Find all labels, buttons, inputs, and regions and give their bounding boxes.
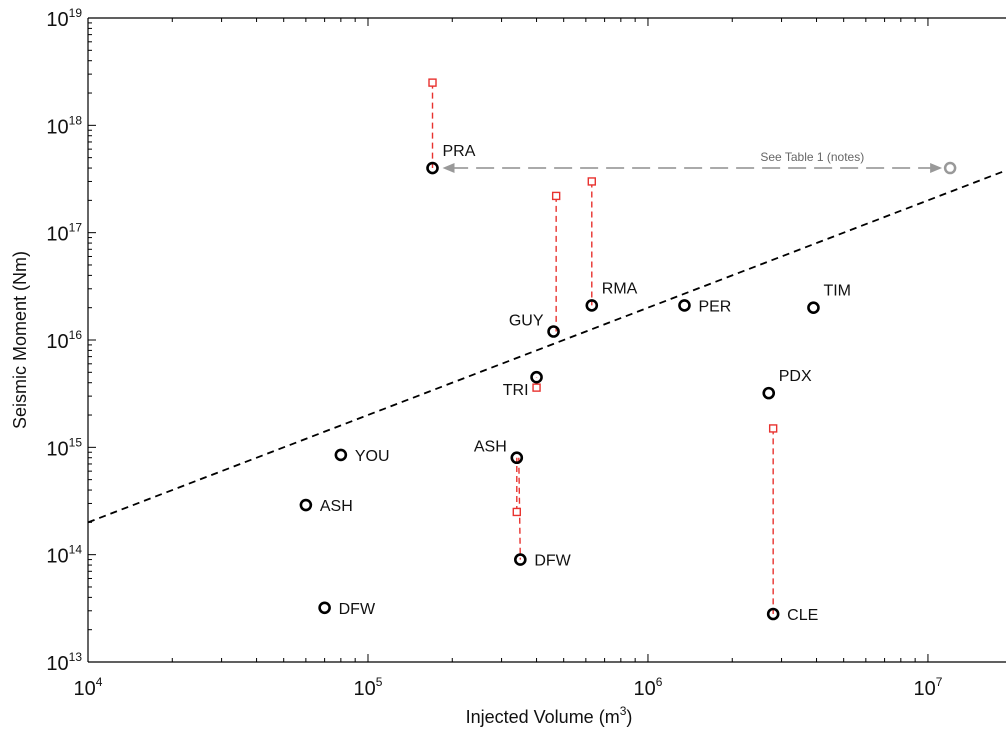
y-tick-label-base: 10	[46, 546, 68, 568]
note-arrow-head-left	[442, 163, 455, 174]
predicted-marker	[512, 507, 521, 517]
x-axis-title-sup: 3	[620, 704, 627, 718]
point-label: PER	[698, 298, 731, 315]
point-label: ASH	[474, 439, 507, 456]
point-label: DFW	[534, 553, 571, 570]
y-tick-label: 1015	[46, 435, 82, 460]
x-axis-title: Injected Volume (m3)	[466, 704, 633, 727]
y-tick-label-base: 10	[46, 116, 68, 138]
y-tick-label: 1018	[46, 113, 82, 138]
predicted-marker	[587, 177, 596, 186]
x-tick-label: 104	[74, 675, 103, 700]
point-label: DFW	[339, 601, 376, 618]
y-tick-label-exponent: 14	[69, 543, 83, 557]
y-tick-label: 1017	[46, 221, 82, 246]
y-tick-label: 1014	[46, 543, 82, 568]
note-arrow-head-right	[930, 163, 943, 174]
y-tick-label-base: 10	[46, 438, 68, 460]
y-tick-label-base: 10	[46, 331, 68, 353]
observed-point	[547, 325, 560, 338]
x-tick-label: 107	[913, 675, 942, 700]
note-arrow-text: See Table 1 (notes)	[760, 150, 864, 164]
y-tick-label-base: 10	[46, 9, 68, 31]
point-label: GUY	[509, 313, 544, 330]
note-layer: See Table 1 (notes)	[442, 150, 957, 175]
trend-line	[87, 169, 1006, 524]
y-axis-title: Seismic Moment (Nm)	[10, 251, 30, 429]
note-point-marker	[943, 161, 957, 175]
y-tick-label: 1019	[46, 6, 82, 31]
observed-point	[510, 451, 524, 465]
y-tick-label-exponent: 13	[69, 650, 83, 664]
observed-point	[585, 299, 599, 312]
point-label: PDX	[779, 368, 812, 385]
predicted-marker	[532, 383, 541, 392]
x-axis-title-main: Injected Volume (m	[466, 707, 620, 727]
x-tick-label-exponent: 5	[376, 675, 383, 689]
point-label: CLE	[787, 607, 818, 624]
x-tick-label-base: 10	[634, 678, 656, 700]
point-label: YOU	[355, 448, 390, 465]
point-label: RMA	[602, 280, 638, 297]
stems-layer	[428, 78, 778, 615]
x-tick-label-base: 10	[354, 678, 376, 700]
predicted-marker	[551, 191, 561, 201]
predicted-marker	[428, 78, 437, 87]
y-tick-label-exponent: 18	[69, 113, 83, 127]
y-tick-label-exponent: 19	[69, 6, 83, 20]
x-tick-label-exponent: 4	[96, 675, 103, 689]
observed-point	[318, 601, 331, 615]
x-tick-label-base: 10	[913, 678, 935, 700]
predicted-marker	[768, 424, 778, 433]
observed-point	[299, 498, 313, 512]
x-tick-label: 106	[634, 675, 663, 700]
x-tick-label-exponent: 6	[656, 675, 663, 689]
observed-point	[762, 386, 776, 400]
observed-point	[678, 299, 691, 312]
observed-point	[766, 607, 780, 621]
points-layer: PRA GUY RMA PER TIM TRI PDX YOU ASH ASH DFW DFW CLE	[299, 143, 851, 624]
y-tick-label-exponent: 16	[69, 328, 83, 342]
x-tick-label-exponent: 7	[936, 675, 943, 689]
y-tick-label: 1016	[46, 328, 82, 353]
x-tick-label-base: 10	[74, 678, 96, 700]
point-label: TRI	[503, 382, 529, 399]
trend-layer	[87, 169, 1006, 524]
point-label: TIM	[823, 283, 851, 300]
x-tick-label: 105	[354, 675, 383, 700]
y-tick-label-base: 10	[46, 224, 68, 246]
point-label: PRA	[443, 143, 476, 160]
observed-point	[530, 370, 543, 384]
observed-point	[514, 553, 527, 566]
point-label: ASH	[320, 498, 353, 515]
y-tick-label-base: 10	[46, 653, 68, 675]
observed-point	[426, 161, 439, 175]
observed-point	[807, 301, 820, 314]
y-tick-label-exponent: 15	[69, 435, 83, 449]
y-tick-label-exponent: 17	[69, 221, 83, 235]
y-tick-label: 1013	[46, 650, 82, 675]
x-axis-title-end: )	[626, 707, 632, 727]
observed-point	[334, 448, 348, 462]
